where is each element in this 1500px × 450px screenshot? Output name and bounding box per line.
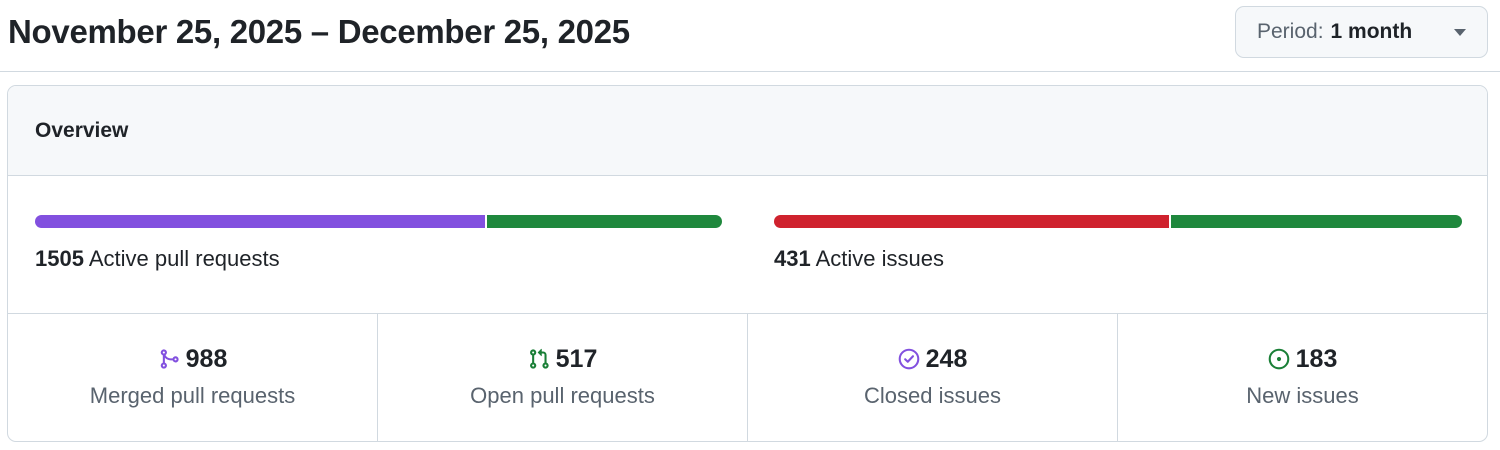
period-label: Period: [1257,20,1324,43]
new-issues-label: New issues [1246,383,1359,408]
closed-issues-segment [774,215,1169,228]
closed-issues-label: Closed issues [864,383,1001,408]
page-header: November 25, 2025 – December 25, 2025 Pe… [0,0,1500,72]
active-pull-requests-count: 1505 [35,246,84,271]
active-pull-requests-summary: 1505 Active pull requests [35,245,280,273]
active-pull-requests-label: Active pull requests [88,246,280,271]
git-pull-request-icon [529,348,549,369]
period-selector-button[interactable]: Period: 1 month [1235,6,1488,58]
stat-new-issues[interactable]: 183 New issues [1117,314,1487,441]
new-issues-value: 183 [1295,345,1338,373]
open-pull-requests-value: 517 [555,345,598,373]
issue-closed-icon [898,348,919,370]
active-issues-summary: 431 Active issues [774,245,944,273]
overview-panel: Overview 1505 Active pull requests 431 A… [7,85,1488,442]
merged-pull-requests-segment [35,215,485,228]
issue-opened-icon [1268,348,1289,370]
open-pull-requests-segment [486,215,722,228]
merged-pull-requests-value: 988 [185,345,228,373]
stat-closed-issues[interactable]: 248 Closed issues [747,314,1117,441]
new-issues-segment [1170,215,1462,228]
stats-row: 988 Merged pull requests 517 Open pull r… [8,313,1487,441]
merged-pull-requests-label: Merged pull requests [89,383,296,408]
overview-header: Overview [8,86,1487,176]
date-range-title: November 25, 2025 – December 25, 2025 [8,13,630,50]
stat-merged-pull-requests[interactable]: 988 Merged pull requests [8,314,377,441]
closed-issues-value: 248 [925,345,968,373]
pull-requests-ratio-bar [35,215,722,228]
overview-title: Overview [35,119,129,142]
active-issues-count: 431 [774,246,811,271]
stat-open-pull-requests[interactable]: 517 Open pull requests [377,314,747,441]
issues-ratio-bar [774,215,1462,228]
active-issues-label: Active issues [815,246,945,271]
open-pull-requests-label: Open pull requests [470,383,655,408]
period-value: 1 month [1330,20,1413,43]
git-merge-icon [160,349,179,369]
triangle-down-icon [1454,29,1466,36]
